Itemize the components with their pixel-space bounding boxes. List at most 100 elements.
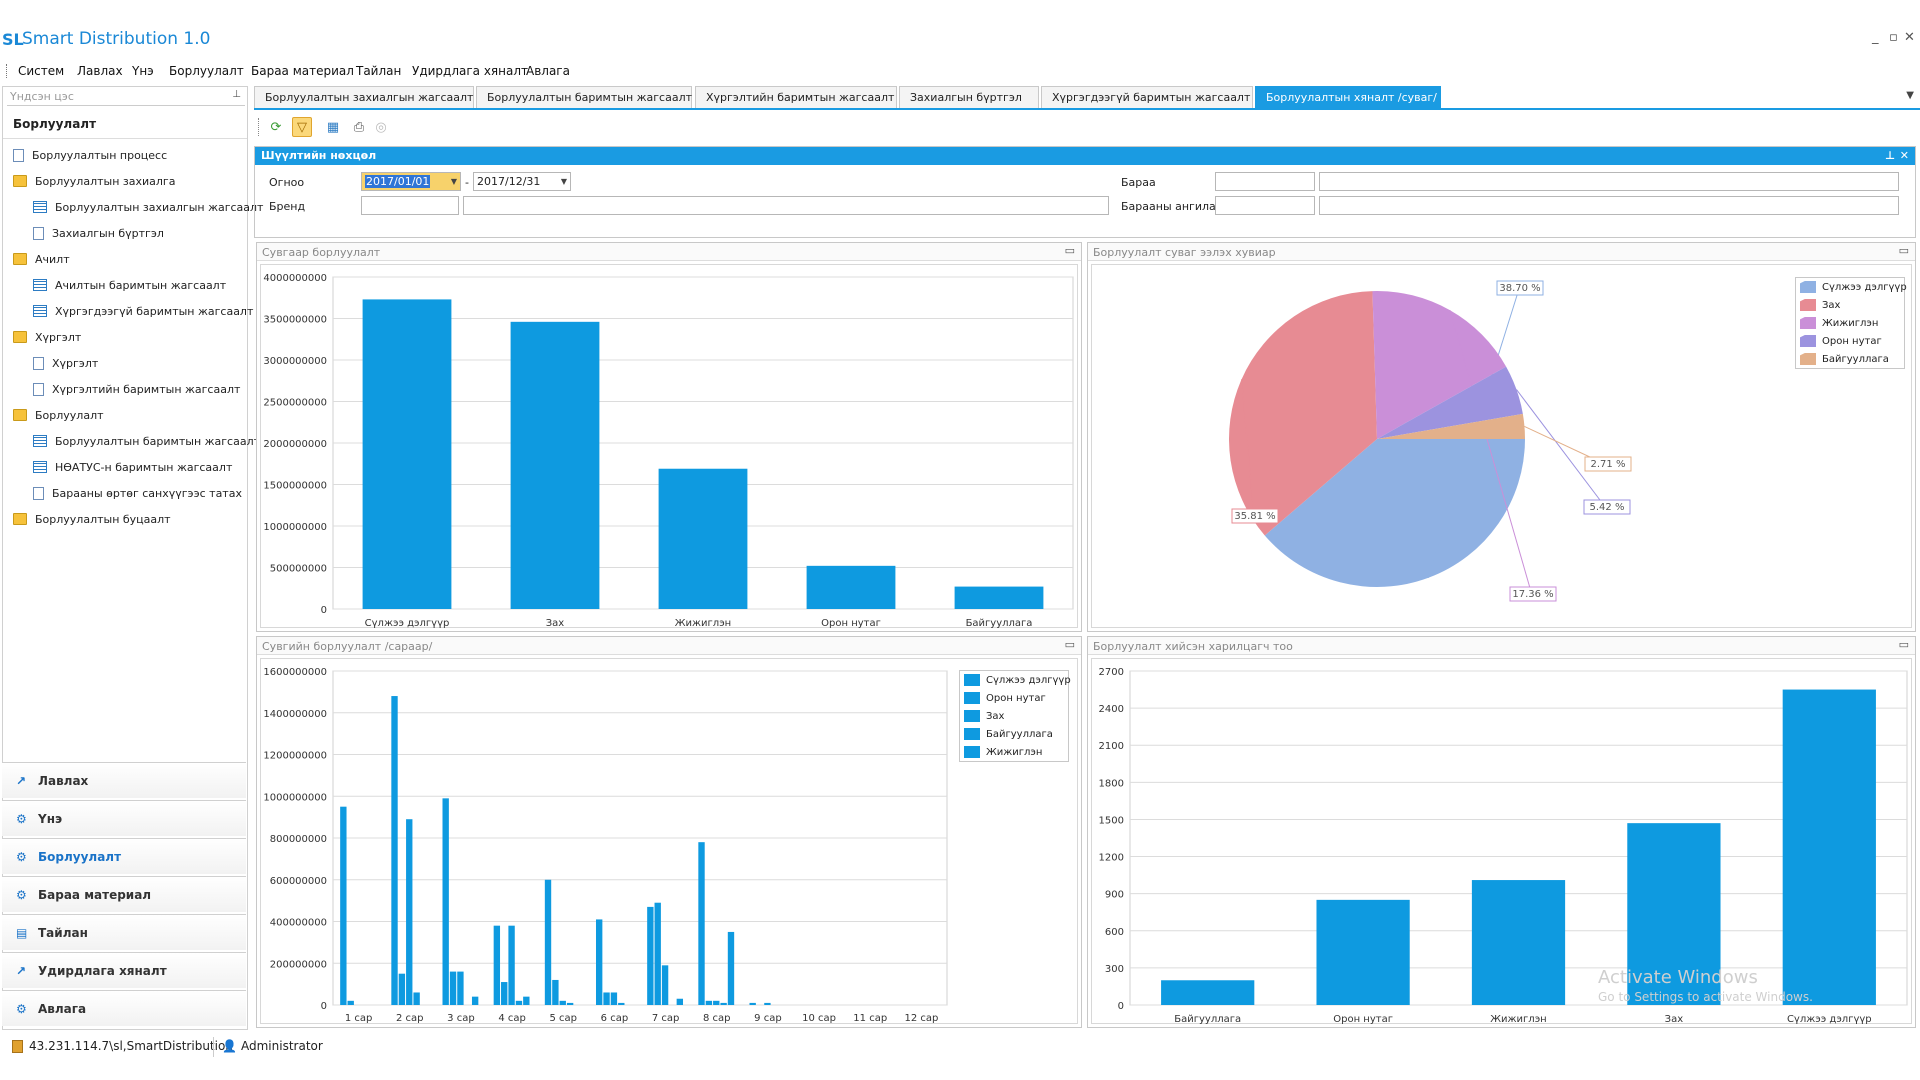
- tree-item[interactable]: Хүргэлт: [33, 353, 98, 373]
- bar[interactable]: [618, 1002, 625, 1005]
- close-button[interactable]: ✕: [1904, 30, 1915, 45]
- minimize-panel-icon[interactable]: ▭: [1064, 638, 1075, 651]
- minimize-panel-icon[interactable]: ▭: [1064, 244, 1075, 257]
- item-code-input[interactable]: [1215, 172, 1315, 191]
- bar[interactable]: [544, 879, 552, 1005]
- bar[interactable]: [391, 696, 398, 1005]
- minimize-panel-icon[interactable]: ▭: [1898, 638, 1909, 651]
- bar[interactable]: [449, 971, 457, 1005]
- legend-item[interactable]: Жижиглэн: [1796, 314, 1904, 332]
- bar[interactable]: [398, 973, 406, 1005]
- menu-item-directory[interactable]: Лавлах: [77, 64, 123, 78]
- bar[interactable]: [347, 1000, 354, 1005]
- menu-item-report[interactable]: Тайлан: [356, 64, 402, 78]
- bar[interactable]: [1161, 980, 1255, 1005]
- menu-item-price[interactable]: Үнэ: [132, 64, 154, 78]
- nav-group[interactable]: ▤ Тайлан: [2, 914, 246, 950]
- nav-group[interactable]: ⚙ Авлага: [2, 990, 246, 1026]
- date-from-field[interactable]: 2017/01/01 ▼: [361, 172, 461, 191]
- bar[interactable]: [510, 321, 600, 609]
- legend-item[interactable]: Зах: [1796, 296, 1904, 314]
- tree-item[interactable]: Хүргэлт: [13, 327, 81, 347]
- pie-slice[interactable]: [1377, 366, 1523, 439]
- bar[interactable]: [362, 299, 452, 609]
- nav-group[interactable]: ↗ Удирдлага хяналт: [2, 952, 246, 988]
- legend-item[interactable]: Зах: [960, 707, 1068, 725]
- chevron-down-icon[interactable]: ▼: [560, 177, 567, 186]
- tree-item[interactable]: НӨАТУС-н баримтын жагсаалт: [33, 457, 232, 477]
- tree-item[interactable]: Борлуулалтын баримтын жагсаалт: [33, 431, 260, 451]
- legend-item[interactable]: Жижиглэн: [960, 743, 1068, 761]
- bar[interactable]: [493, 925, 501, 1005]
- bar[interactable]: [749, 1002, 756, 1005]
- menu-item-management[interactable]: Удирдлага хяналт: [412, 64, 528, 78]
- bar[interactable]: [661, 965, 669, 1005]
- tree-item[interactable]: Ачилтын баримтын жагсаалт: [33, 275, 226, 295]
- tree-item[interactable]: Захиалгын бүртгэл: [33, 223, 164, 243]
- sidebar-search-input[interactable]: Үндсэн цэс: [7, 88, 245, 106]
- tab-sales-control-channel[interactable]: Борлуулалтын хяналт /суваг/ ✕: [1255, 86, 1460, 108]
- legend-item[interactable]: Орон нутаг: [1796, 332, 1904, 350]
- bar[interactable]: [413, 992, 420, 1005]
- menu-item-receivables[interactable]: Авлага: [526, 64, 570, 78]
- tree-item[interactable]: Борлуулалт: [13, 405, 104, 425]
- bar[interactable]: [676, 998, 684, 1005]
- bar[interactable]: [442, 798, 449, 1005]
- bar[interactable]: [727, 931, 735, 1005]
- pie-slice[interactable]: [1377, 413, 1525, 439]
- tree-item[interactable]: Борлуулалтын захиалга: [13, 171, 175, 191]
- nav-group[interactable]: ↗ Лавлах: [2, 762, 246, 798]
- minimize-panel-icon[interactable]: ▭: [1898, 244, 1909, 257]
- bar[interactable]: [1316, 899, 1410, 1005]
- bar[interactable]: [595, 919, 603, 1005]
- print-button[interactable]: ⎙: [353, 119, 365, 135]
- refresh-button[interactable]: ⟳: [270, 119, 282, 135]
- bar[interactable]: [1782, 689, 1876, 1005]
- bar[interactable]: [603, 992, 610, 1005]
- legend-item[interactable]: Сүлжээ дэлгүүр: [960, 671, 1071, 689]
- bar[interactable]: [713, 1000, 720, 1005]
- tree-item[interactable]: Борлуулалтын процесс: [13, 145, 167, 165]
- nav-group[interactable]: ⚙ Бараа материал: [2, 876, 246, 912]
- category-name-input[interactable]: [1319, 196, 1899, 215]
- category-code-input[interactable]: [1215, 196, 1315, 215]
- tab-sales-order-list[interactable]: Борлуулалтын захиалгын жагсаалт: [254, 86, 474, 108]
- legend-item[interactable]: Сүлжээ дэлгүүр: [1796, 278, 1907, 296]
- bar[interactable]: [559, 1000, 566, 1005]
- pie-slice[interactable]: [1372, 291, 1507, 439]
- date-to-field[interactable]: 2017/12/31 ▼: [473, 172, 571, 191]
- bar[interactable]: [764, 1002, 771, 1005]
- bar[interactable]: [658, 468, 748, 609]
- bar[interactable]: [806, 565, 896, 609]
- tree-item[interactable]: Хүргэлтийн баримтын жагсаалт: [33, 379, 240, 399]
- menu-item-sales[interactable]: Борлуулалт: [169, 64, 244, 78]
- tree-item[interactable]: Борлуулалтын буцаалт: [13, 509, 171, 529]
- nav-group[interactable]: ⚙ Үнэ: [2, 800, 246, 836]
- bar[interactable]: [698, 842, 705, 1005]
- bar[interactable]: [705, 1000, 713, 1005]
- tab-close-icon[interactable]: ✕: [1450, 91, 1461, 104]
- bar[interactable]: [508, 925, 515, 1005]
- bar[interactable]: [654, 902, 661, 1005]
- tab-order-registration[interactable]: Захиалгын бүртгэл: [899, 86, 1039, 108]
- bar[interactable]: [406, 819, 413, 1005]
- restore-button[interactable]: ▫: [1889, 30, 1898, 45]
- options-button[interactable]: ◎: [375, 119, 387, 135]
- tab-delivery-document-list[interactable]: Хүргэлтийн баримтын жагсаалт: [695, 86, 897, 108]
- minimize-button[interactable]: _: [1872, 30, 1879, 45]
- tab-undelivered-document-list[interactable]: Хүргэгдээгүй баримтын жагсаалт: [1041, 86, 1253, 108]
- bar[interactable]: [1627, 823, 1721, 1005]
- bar[interactable]: [610, 992, 618, 1005]
- bar[interactable]: [471, 996, 479, 1005]
- tree-item[interactable]: Ачилт: [13, 249, 70, 269]
- bar[interactable]: [647, 906, 654, 1005]
- bar[interactable]: [1471, 880, 1566, 1005]
- brand-code-input[interactable]: [361, 196, 459, 215]
- bar[interactable]: [457, 971, 464, 1005]
- filter-button[interactable]: ▽: [292, 117, 312, 137]
- bar[interactable]: [552, 979, 559, 1005]
- tab-list-dropdown-icon[interactable]: ▼: [1906, 90, 1914, 101]
- legend-item[interactable]: Байгууллага: [1796, 350, 1904, 368]
- bar[interactable]: [954, 586, 1044, 609]
- grid-view-button[interactable]: ▦: [326, 119, 340, 135]
